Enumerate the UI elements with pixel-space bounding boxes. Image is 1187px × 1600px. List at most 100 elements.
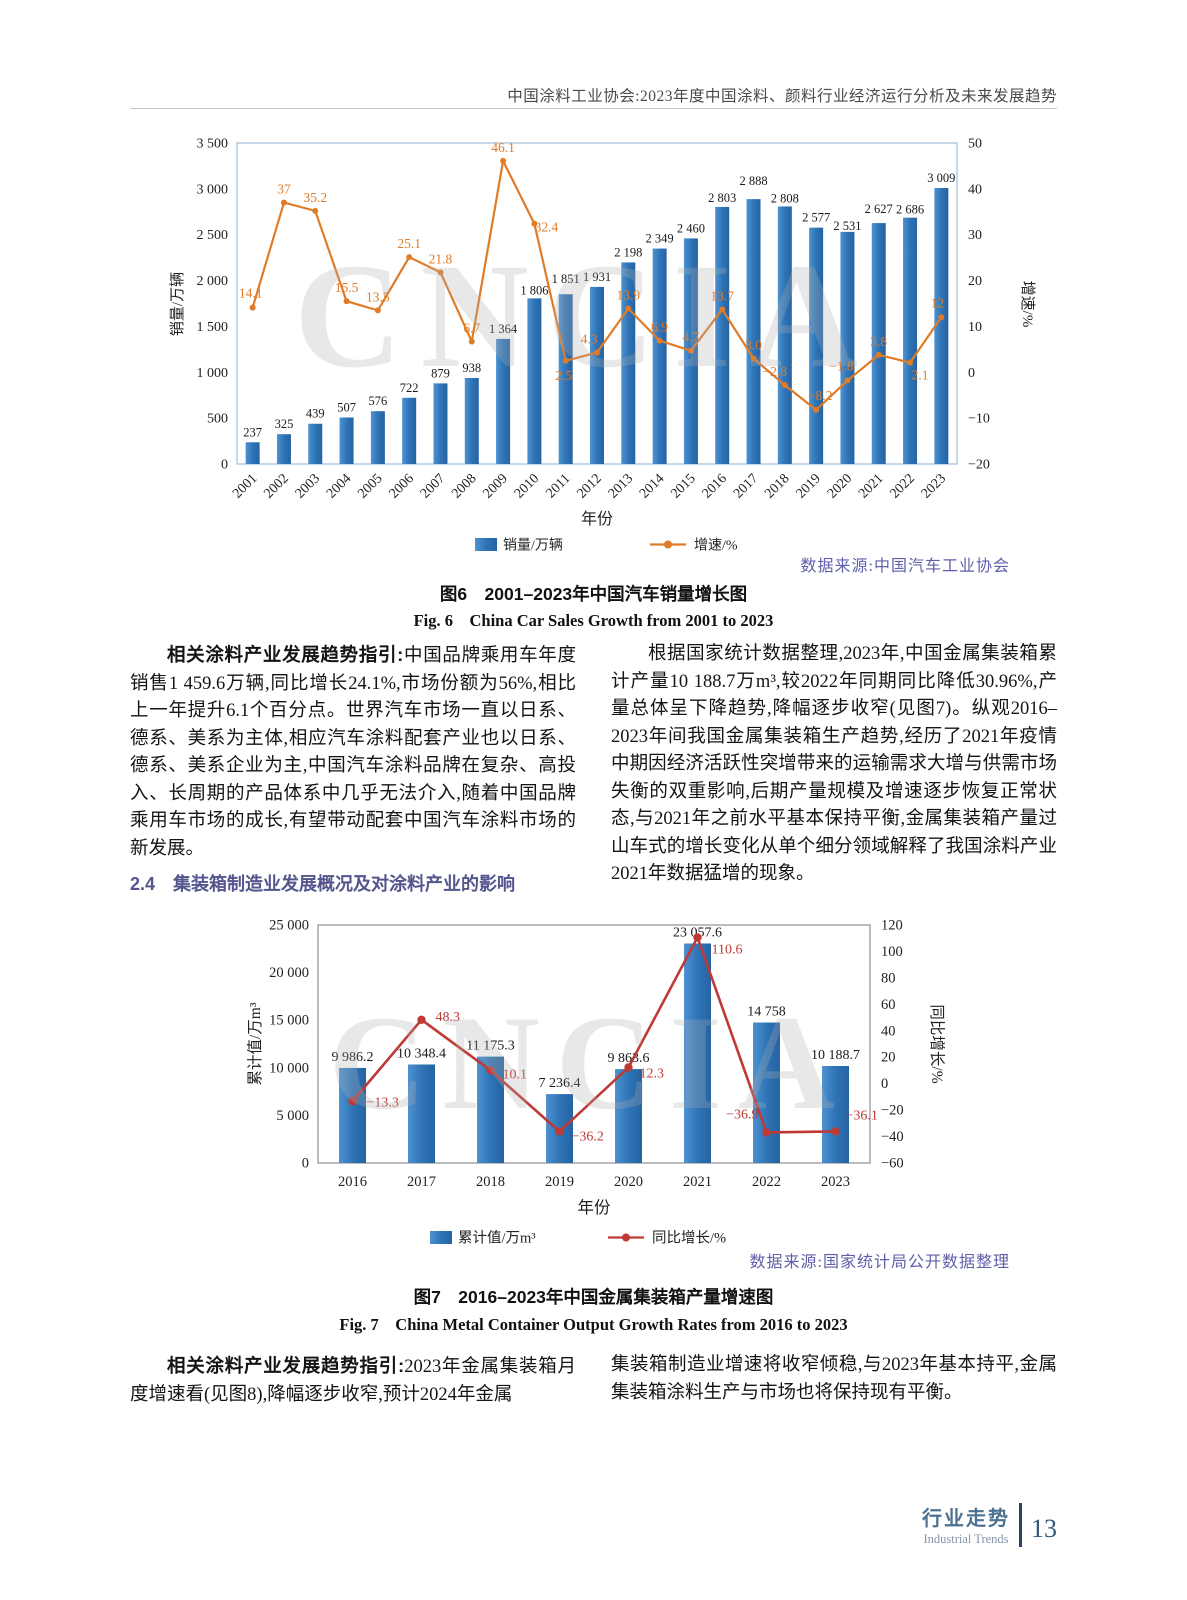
svg-text:23 057.6: 23 057.6 bbox=[673, 925, 722, 940]
svg-text:−10: −10 bbox=[968, 412, 990, 427]
paragraph-body: 2023年金属集装箱月度增速看(见图8),降幅逐步收窄,预计2024年金属 bbox=[130, 1357, 576, 1405]
svg-text:14.1: 14.1 bbox=[239, 286, 263, 301]
svg-text:2020: 2020 bbox=[825, 471, 855, 501]
svg-text:25.1: 25.1 bbox=[397, 236, 421, 251]
svg-text:3 000: 3 000 bbox=[197, 182, 229, 197]
svg-text:4.7: 4.7 bbox=[682, 330, 699, 345]
svg-text:2003: 2003 bbox=[293, 471, 323, 501]
svg-text:1 806: 1 806 bbox=[520, 283, 548, 297]
svg-text:15 000: 15 000 bbox=[269, 1013, 309, 1029]
svg-text:2014: 2014 bbox=[637, 471, 667, 501]
svg-text:2 577: 2 577 bbox=[802, 211, 830, 225]
svg-text:13.5: 13.5 bbox=[366, 289, 390, 304]
svg-text:−8.2: −8.2 bbox=[808, 388, 833, 403]
svg-text:2018: 2018 bbox=[476, 1174, 505, 1190]
svg-text:−13.3: −13.3 bbox=[367, 1095, 399, 1110]
svg-text:439: 439 bbox=[306, 407, 325, 421]
svg-text:938: 938 bbox=[462, 361, 481, 375]
svg-text:25 000: 25 000 bbox=[269, 918, 309, 934]
svg-text:−36.9: −36.9 bbox=[726, 1107, 758, 1122]
svg-text:2 198: 2 198 bbox=[614, 245, 642, 259]
svg-text:−1.8: −1.8 bbox=[829, 359, 854, 374]
svg-text:2015: 2015 bbox=[668, 471, 698, 501]
svg-text:2016: 2016 bbox=[700, 471, 730, 501]
paragraph-container-output: 根据国家统计数据整理,2023年,中国金属集装箱累计产量10 188.7万m³,… bbox=[611, 644, 1057, 884]
svg-text:12.3: 12.3 bbox=[640, 1066, 665, 1081]
svg-text:2009: 2009 bbox=[481, 471, 511, 501]
svg-text:13.9: 13.9 bbox=[616, 288, 640, 303]
right-text-column: 根据国家统计数据整理,2023年,中国金属集装箱累计产量10 188.7万m³,… bbox=[611, 641, 1057, 889]
svg-text:2013: 2013 bbox=[606, 471, 636, 501]
svg-text:2008: 2008 bbox=[449, 471, 479, 501]
svg-text:46.1: 46.1 bbox=[491, 140, 515, 155]
svg-text:2 531: 2 531 bbox=[833, 219, 861, 233]
svg-text:2 500: 2 500 bbox=[197, 228, 229, 243]
svg-text:40: 40 bbox=[968, 182, 982, 197]
svg-text:13.7: 13.7 bbox=[710, 288, 734, 303]
svg-text:−20: −20 bbox=[968, 458, 990, 473]
svg-text:2 808: 2 808 bbox=[771, 191, 799, 205]
svg-text:2019: 2019 bbox=[794, 471, 824, 501]
svg-text:3.0: 3.0 bbox=[745, 338, 762, 353]
svg-text:2007: 2007 bbox=[418, 471, 448, 501]
svg-text:2002: 2002 bbox=[261, 471, 291, 501]
svg-text:2022: 2022 bbox=[752, 1174, 781, 1190]
svg-text:2006: 2006 bbox=[387, 471, 417, 501]
svg-text:2010: 2010 bbox=[512, 471, 542, 501]
fig7-data-source: 数据来源:国家统计局公开数据整理 bbox=[749, 1254, 1010, 1271]
svg-text:−40: −40 bbox=[881, 1129, 904, 1145]
svg-text:15.5: 15.5 bbox=[335, 280, 359, 295]
svg-text:3.8: 3.8 bbox=[870, 334, 887, 349]
axis-tick-labels: 0 5 000 10 000 15 000 20 000 25 000 −60 −40 −20 0… bbox=[269, 918, 904, 1172]
svg-text:2012: 2012 bbox=[574, 471, 604, 501]
svg-text:−36.1: −36.1 bbox=[846, 1108, 878, 1123]
svg-text:1 500: 1 500 bbox=[197, 320, 229, 335]
svg-text:4.3: 4.3 bbox=[581, 332, 598, 347]
footer-labels: 行业走势 Industrial Trends bbox=[922, 1502, 1010, 1547]
x-axis-title: 年份 bbox=[581, 510, 613, 528]
page-header: 中国涂料工业协会:2023年度中国涂料、颜料行业经济运行分析及未来发展趋势 bbox=[507, 88, 1057, 105]
svg-text:100: 100 bbox=[881, 944, 903, 960]
svg-text:9 863.6: 9 863.6 bbox=[608, 1051, 650, 1066]
svg-text:20: 20 bbox=[881, 1050, 896, 1066]
paragraph-car-coatings: 相关涂料产业发展趋势指引:中国品牌乘用车年度销售1 459.6万辆,同比增长24… bbox=[130, 641, 576, 863]
svg-text:3 009: 3 009 bbox=[927, 171, 955, 185]
svg-text:21.8: 21.8 bbox=[429, 251, 453, 266]
x-axis-title: 年份 bbox=[578, 1198, 612, 1217]
header-rule bbox=[130, 108, 1057, 109]
svg-text:2005: 2005 bbox=[355, 471, 385, 501]
svg-text:507: 507 bbox=[337, 401, 356, 415]
svg-text:5 000: 5 000 bbox=[276, 1108, 309, 1124]
svg-text:35.2: 35.2 bbox=[303, 190, 327, 205]
fig6-caption-cn: 图6 2001–2023年中国汽车销量增长图 bbox=[439, 584, 748, 604]
svg-text:10.1: 10.1 bbox=[503, 1067, 528, 1082]
svg-text:1 364: 1 364 bbox=[489, 322, 518, 336]
svg-text:722: 722 bbox=[400, 381, 419, 395]
footer-title-cn: 行业走势 bbox=[922, 1508, 1010, 1530]
svg-text:9 986.2: 9 986.2 bbox=[332, 1050, 374, 1065]
bottom-left-text-column: 相关涂料产业发展趋势指引:2023年金属集装箱月度增速看(见图8),降幅逐步收窄… bbox=[130, 1352, 576, 1409]
svg-text:32.4: 32.4 bbox=[535, 220, 559, 235]
svg-text:6.9: 6.9 bbox=[651, 320, 668, 335]
paragraph-trend-guidance-cont: 集装箱制造业增速将收窄倾稳,与2023年基本持平,金属集装箱涂料生产与市场也将保… bbox=[611, 1355, 1057, 1403]
footer-title-en: Industrial Trends bbox=[923, 1532, 1009, 1546]
svg-text:2 686: 2 686 bbox=[896, 203, 924, 217]
legend: 销量/万辆 增速/% bbox=[475, 538, 738, 554]
svg-text:60: 60 bbox=[881, 997, 896, 1013]
svg-text:2022: 2022 bbox=[887, 471, 917, 501]
svg-text:48.3: 48.3 bbox=[436, 1010, 461, 1025]
svg-text:2 803: 2 803 bbox=[708, 191, 736, 205]
svg-text:−60: −60 bbox=[881, 1156, 904, 1172]
svg-text:2023: 2023 bbox=[919, 471, 949, 501]
svg-text:0: 0 bbox=[221, 458, 228, 473]
bottom-right-text-column: 集装箱制造业增速将收窄倾稳,与2023年基本持平,金属集装箱涂料生产与市场也将保… bbox=[611, 1352, 1057, 1407]
svg-text:2023: 2023 bbox=[821, 1174, 850, 1190]
svg-text:2021: 2021 bbox=[856, 471, 886, 501]
x-axis-labels: 2001 2002 2003 2004 2005 2006 2007 2008 2009 2010… bbox=[230, 471, 949, 501]
page-footer: 行业走势 Industrial Trends 13 bbox=[922, 1502, 1057, 1547]
svg-text:2 627: 2 627 bbox=[865, 202, 893, 216]
svg-text:50: 50 bbox=[968, 137, 982, 152]
svg-text:2021: 2021 bbox=[683, 1174, 712, 1190]
x-axis-labels: 2016 2017 2018 2019 2020 2021 2022 2023 bbox=[338, 1174, 850, 1190]
